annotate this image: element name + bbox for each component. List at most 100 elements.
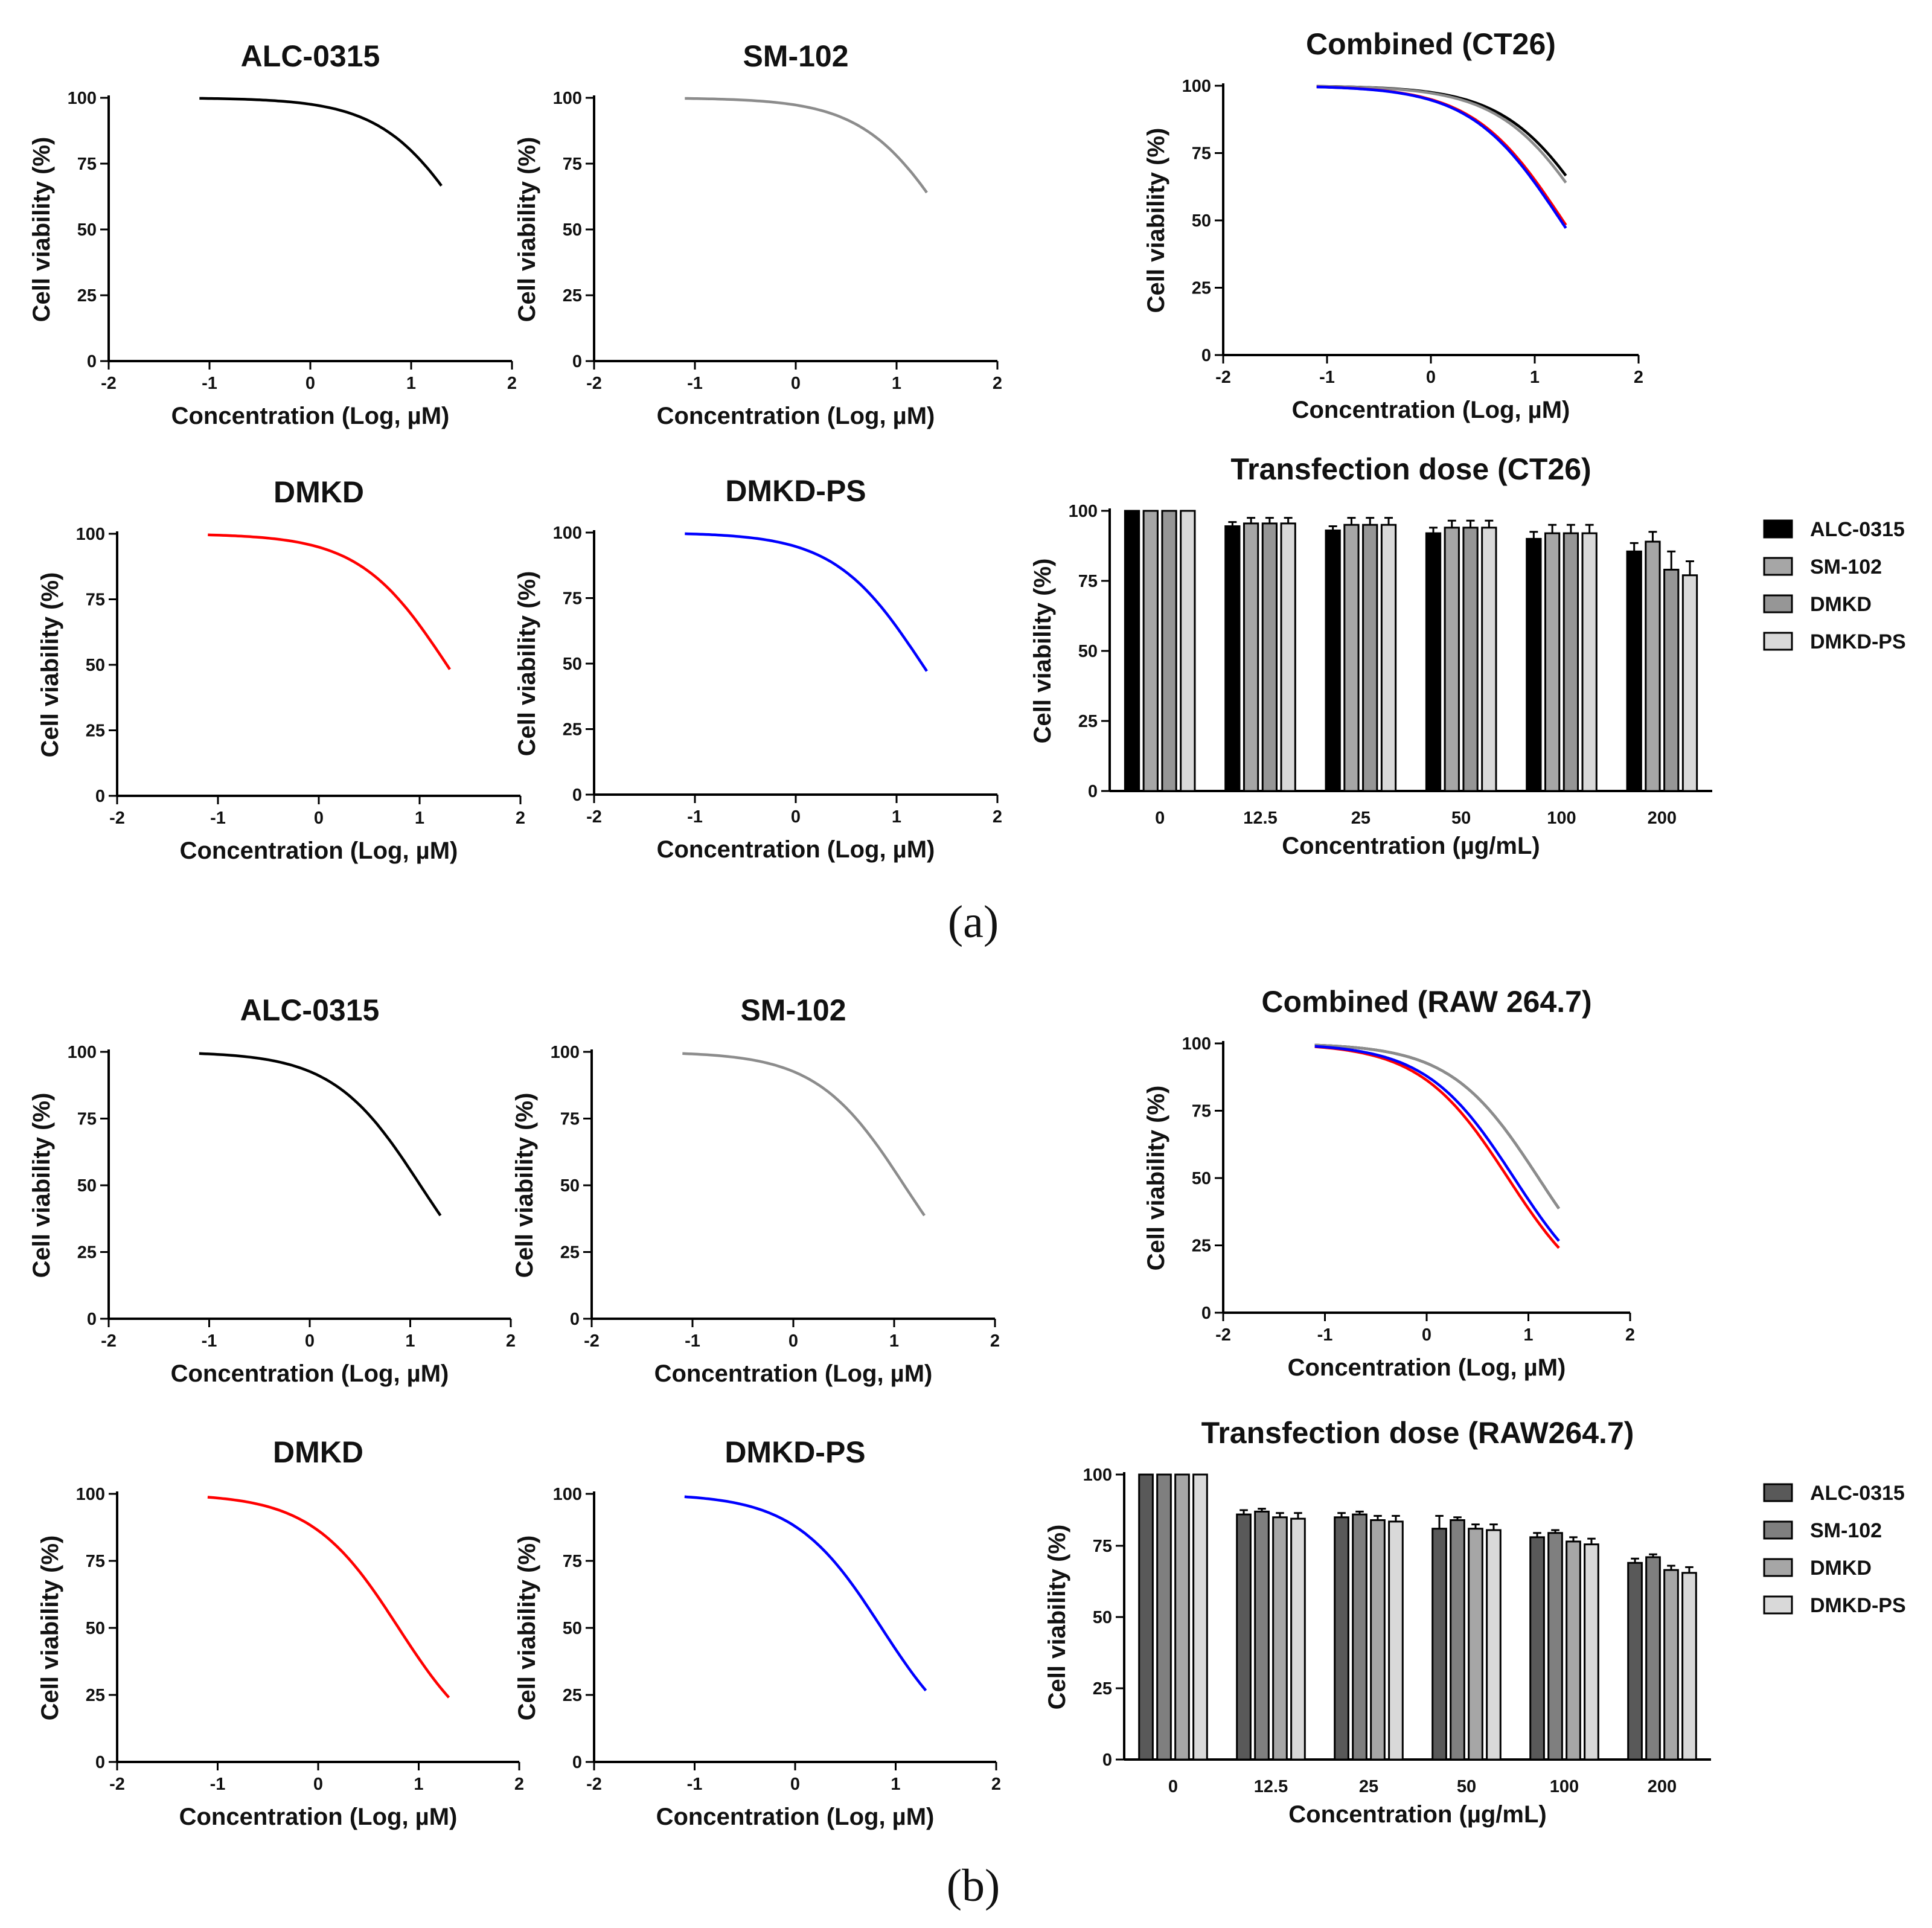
chart-10: 0 25 50 75 100 DMKD Cell viability (%) -2 -1 0 1 2 C…: [37, 1435, 524, 1830]
bar-dmkd-ps-200: [1681, 1572, 1697, 1761]
x-tick-label: 1: [892, 807, 901, 827]
x-tick-label: -1: [1317, 1325, 1333, 1345]
curve-alc-0315: [1314, 1043, 1560, 1209]
bar-sm-102-100: [1544, 532, 1561, 792]
curve-sm-102: [682, 1052, 926, 1217]
bar-sm-102-12.5: [1243, 522, 1259, 792]
curve-dmkd: [207, 1496, 450, 1699]
y-tick-label: 50: [77, 1176, 97, 1196]
bar-dmkd-ps-0: [1192, 1473, 1208, 1761]
x-tick-label: -2: [109, 1775, 125, 1794]
x-tick-label: -1: [1319, 368, 1335, 387]
y-tick-label: 0: [95, 787, 105, 806]
x-tick-label: 100: [1547, 809, 1576, 828]
y-tick-label: 100: [68, 1043, 97, 1062]
y-tick-label: 50: [86, 1619, 105, 1638]
y-tick-label: 25: [563, 286, 582, 306]
y-tick-label: 75: [1093, 1537, 1112, 1556]
x-tick-label: -1: [687, 807, 703, 827]
curve-dmkd: [1314, 1045, 1560, 1249]
bar-dmkd-ps-25: [1380, 524, 1397, 792]
chart-title: DMKD-PS: [725, 474, 866, 508]
x-tick-label: 2: [1634, 368, 1643, 387]
bar-alc-0315-25: [1325, 529, 1341, 792]
y-tick-label: 0: [572, 1753, 582, 1772]
chart-title: DMKD-PS: [724, 1435, 865, 1469]
legend-label-sm-102: SM-102: [1810, 556, 1882, 578]
y-tick-label: 75: [77, 155, 97, 174]
panel-label-a: (a): [948, 897, 999, 947]
x-tick-label: -2: [1215, 1325, 1231, 1345]
curve-alc-0315: [199, 1052, 442, 1217]
x-tick-label: 25: [1359, 1777, 1378, 1796]
bar-dmkd-ps-100: [1581, 532, 1598, 792]
legend-swatch-sm-102: [1763, 557, 1793, 576]
chart-title: Transfection dose (CT26): [1230, 452, 1591, 486]
x-tick-label: 1: [891, 1775, 900, 1794]
chart-2: 0 25 50 75 100 SM-102 Cell viability (%) -2 -1 0 1…: [514, 39, 1002, 429]
x-tick-label: 2: [507, 374, 517, 393]
x-axis-label: Concentration (Log, µM): [180, 837, 458, 864]
legend-swatch-alc-0315: [1763, 519, 1793, 539]
y-axis-label: Cell viability (%): [37, 572, 63, 758]
y-tick-label: 75: [1192, 144, 1211, 164]
y-tick-label: 50: [86, 656, 105, 675]
bar-dmkd-100: [1563, 532, 1579, 792]
x-axis-label: Concentration (Log, µM): [179, 1804, 458, 1830]
y-tick-label: 100: [553, 89, 582, 108]
y-tick-label: 0: [1201, 1304, 1211, 1323]
y-tick-label: 100: [553, 1485, 582, 1504]
y-tick-label: 0: [570, 1310, 580, 1329]
x-tick-label: -2: [101, 374, 117, 393]
y-tick-label: 50: [560, 1176, 580, 1196]
y-tick-label: 100: [1069, 502, 1098, 521]
x-tick-label: 25: [1351, 809, 1371, 828]
x-tick-label: -1: [210, 809, 226, 828]
bar-alc-0315-200: [1626, 550, 1642, 792]
x-tick-label: 2: [514, 1775, 524, 1794]
x-tick-label: -1: [687, 1775, 703, 1794]
legend-swatch-dmkd-ps: [1763, 1595, 1793, 1615]
legend-swatch-dmkd-ps: [1763, 632, 1793, 651]
bar-sm-102-12.5: [1254, 1510, 1270, 1761]
x-tick-label: 1: [414, 1775, 423, 1794]
y-tick-label: 50: [1093, 1608, 1112, 1627]
bar-dmkd-200: [1663, 1569, 1679, 1761]
bar-sm-102-25: [1343, 524, 1360, 792]
y-tick-label: 50: [1192, 1169, 1211, 1188]
y-tick-label: 0: [87, 352, 97, 371]
x-tick-label: 0: [305, 374, 315, 393]
curve-dmkd-ps: [1316, 85, 1567, 229]
bar-alc-0315-50: [1431, 1528, 1447, 1761]
chart-3: 0 25 50 75 100 Combined (CT26) Cell viability …: [1143, 27, 1643, 423]
y-tick-label: 0: [1102, 1750, 1112, 1770]
y-tick-label: 75: [563, 589, 582, 609]
x-tick-label: 2: [516, 809, 525, 828]
curve-dmkd-ps: [1314, 1045, 1560, 1242]
y-tick-label: 75: [86, 1552, 105, 1571]
y-tick-label: 100: [1182, 77, 1211, 96]
chart-7: 0 25 50 75 100 ALC-0315 Cell viability (%) -2 -1…: [28, 993, 516, 1387]
bar-dmkd-ps-12.5: [1280, 522, 1296, 792]
bar-alc-0315-100: [1526, 537, 1542, 792]
x-tick-label: 0: [1426, 368, 1436, 387]
bar-sm-102-0: [1156, 1473, 1172, 1761]
legend-swatch-sm-102: [1763, 1520, 1793, 1540]
x-axis-label: Concentration (Log, µM): [656, 1804, 935, 1830]
bar-sm-102-0: [1142, 510, 1159, 792]
x-tick-label: -1: [202, 374, 217, 393]
y-tick-label: 50: [1192, 211, 1211, 231]
legend-label-dmkd: DMKD: [1810, 593, 1872, 616]
x-tick-label: 0: [1155, 809, 1165, 828]
x-tick-label: 0: [1422, 1325, 1431, 1345]
bar-sm-102-50: [1450, 1519, 1465, 1761]
y-tick-label: 0: [87, 1310, 97, 1329]
y-tick-label: 25: [1078, 712, 1098, 731]
bar-sm-102-100: [1547, 1532, 1563, 1761]
x-axis-label: Concentration (µg/mL): [1282, 833, 1540, 859]
curve-dmkd-ps: [684, 1495, 927, 1692]
bar-dmkd-12.5: [1272, 1516, 1288, 1761]
x-tick-label: 100: [1550, 1777, 1579, 1796]
y-tick-label: 75: [77, 1110, 97, 1129]
